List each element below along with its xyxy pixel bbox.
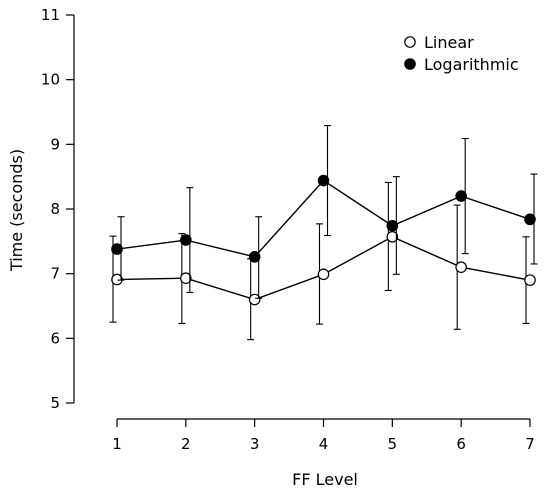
series-line-logarithmic xyxy=(116,179,531,258)
x-tick-label-4: 4 xyxy=(319,435,329,453)
legend-marker-logarithmic xyxy=(404,58,416,70)
point-linear-1 xyxy=(111,273,123,286)
point-logarithmic-4 xyxy=(317,174,330,187)
legend-label-linear: Linear xyxy=(424,33,474,52)
series-layer xyxy=(109,125,538,341)
y-tick-label-8: 8 xyxy=(50,200,60,218)
legend-marker-linear xyxy=(404,36,416,48)
y-tick-label-6: 6 xyxy=(50,329,60,347)
series-line-linear xyxy=(116,236,531,301)
x-ticks: 1 2 3 4 5 6 7 xyxy=(112,419,535,453)
x-tick-label-7: 7 xyxy=(525,435,535,453)
y-ticks: 5 6 7 8 9 10 11 xyxy=(41,6,74,412)
point-linear-3 xyxy=(248,293,261,306)
x-tick-label-2: 2 xyxy=(181,435,191,453)
point-linear-7 xyxy=(524,274,536,286)
x-tick-label-6: 6 xyxy=(456,435,466,453)
x-tick-label-5: 5 xyxy=(388,435,398,453)
y-tick-label-11: 11 xyxy=(41,6,60,24)
legend-label-logarithmic: Logarithmic xyxy=(424,55,519,74)
x-axis-title: FF Level xyxy=(292,470,358,489)
y-axis-title: Time (seconds) xyxy=(7,149,26,272)
y-tick-label-5: 5 xyxy=(50,394,60,412)
point-logarithmic-3 xyxy=(248,251,261,263)
point-logarithmic-1 xyxy=(111,243,123,255)
point-logarithmic-5 xyxy=(386,220,399,232)
point-linear-2 xyxy=(180,272,192,284)
y-tick-label-10: 10 xyxy=(41,71,60,89)
point-linear-6 xyxy=(455,261,467,273)
point-linear-4 xyxy=(317,268,330,281)
y-tick-label-7: 7 xyxy=(50,265,60,283)
x-tick-label-1: 1 xyxy=(112,435,122,453)
y-tick-label-9: 9 xyxy=(50,135,60,153)
series-linear xyxy=(109,181,536,341)
series-logarithmic xyxy=(111,125,538,299)
x-tick-label-3: 3 xyxy=(250,435,260,453)
legend: Linear Logarithmic xyxy=(404,33,519,74)
point-logarithmic-2 xyxy=(180,234,192,246)
point-logarithmic-7 xyxy=(524,213,536,226)
axes xyxy=(73,15,530,420)
point-logarithmic-6 xyxy=(455,190,467,202)
